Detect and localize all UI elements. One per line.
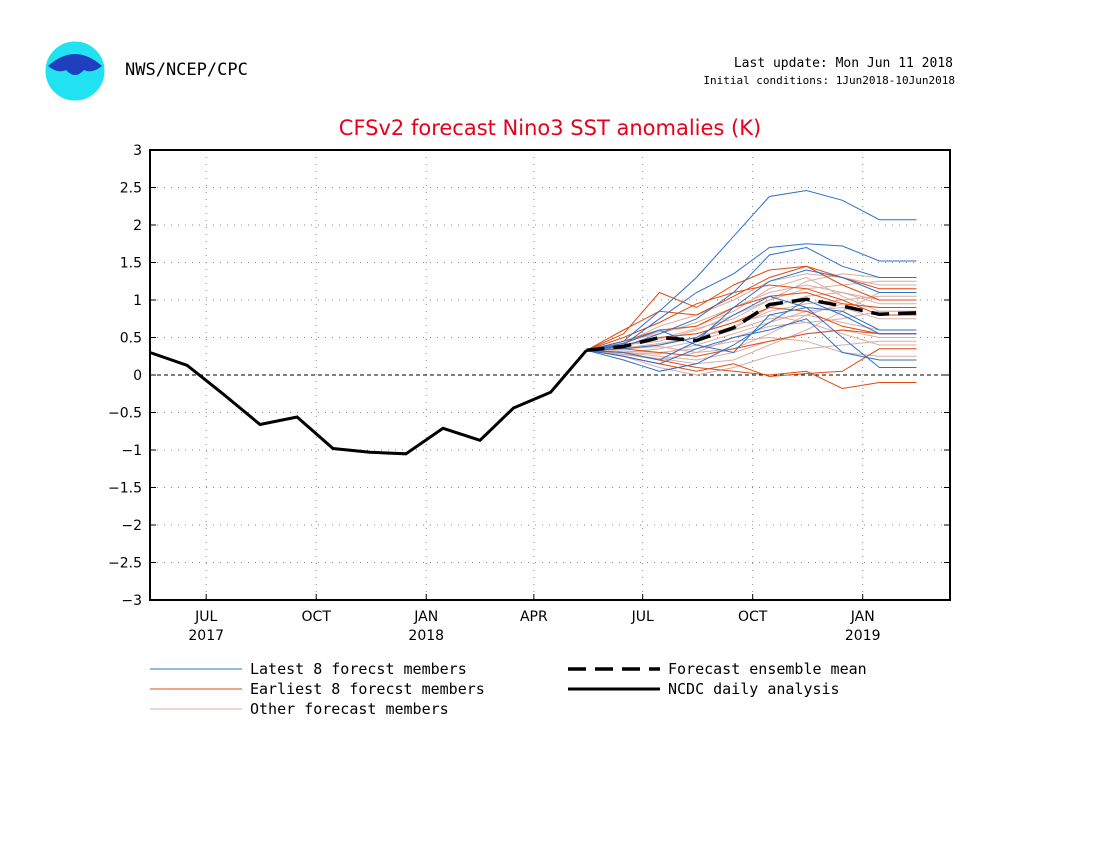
- x-tick-year-6: 2019: [845, 628, 881, 644]
- y-tick-label-5: 0.5: [120, 331, 142, 347]
- latest-member-line-0: [586, 189, 917, 351]
- legend-label-0: Latest 8 forecst members: [250, 660, 467, 678]
- latest-member-line-3: [586, 269, 917, 361]
- legend-label-1: Earliest 8 forecst members: [250, 680, 485, 698]
- earliest-member-line-0: [586, 265, 917, 351]
- x-tick-year-2: 2018: [408, 628, 444, 644]
- x-axis-ticks: JUL 2017 OCT JAN 2018 APR JUL OCT JAN 2019: [188, 594, 881, 644]
- latest-member-line-2: [586, 246, 917, 351]
- y-tick-label-8: −1: [121, 443, 142, 459]
- x-tick-year-0: 2017: [188, 628, 224, 644]
- legend-label-4: NCDC daily analysis: [668, 680, 840, 698]
- earliest-member-line-3: [586, 291, 917, 351]
- legend-label-2: Other forecast members: [250, 700, 449, 718]
- latest-member-line-1: [586, 243, 917, 351]
- y-tick-label-2: 2: [133, 218, 142, 234]
- legend: Latest 8 forecst members Earliest 8 forec…: [150, 660, 867, 718]
- last-update-text: Last update: Mon Jun 11 2018: [733, 56, 953, 71]
- ncdc-analysis-line: [149, 349, 588, 456]
- latest-member-line-7: [586, 299, 917, 372]
- chart-title: CFSv2 forecast Nino3 SST anomalies (K): [339, 116, 761, 140]
- y-tick-label-3: 1.5: [120, 256, 142, 272]
- legend-label-3: Forecast ensemble mean: [668, 660, 867, 678]
- y-tick-label-10: −2: [121, 518, 142, 534]
- x-tick-month-2: JAN: [413, 609, 438, 625]
- other-member-line-8: [586, 273, 917, 351]
- x-tick-month-4: JUL: [631, 609, 654, 625]
- agency-label: NWS/NCEP/CPC: [125, 60, 248, 80]
- other-member-line-13: [586, 306, 917, 355]
- x-tick-month-1: OCT: [302, 609, 332, 625]
- y-tick-label-7: −0.5: [108, 406, 142, 422]
- y-axis-ticks: 3 2.5 2 1.5 1 0.5 0 −0.5 −1 −1.5 −2 −2.5 −3: [108, 143, 950, 609]
- y-tick-label-9: −1.5: [108, 481, 142, 497]
- ensemble-mean-line: [586, 297, 917, 353]
- x-tick-month-3: APR: [520, 609, 548, 625]
- y-tick-label-12: −3: [121, 593, 142, 609]
- y-tick-label-0: 3: [133, 143, 142, 159]
- x-tick-month-0: JUL: [194, 609, 217, 625]
- noaa-logo-icon: [44, 40, 106, 102]
- other-member-line-9: [586, 336, 917, 357]
- initial-conditions-text: Initial conditions: 1Jun2018-10Jun2018: [703, 74, 955, 87]
- other-member-line-0: [586, 329, 917, 361]
- series-lines: [149, 189, 917, 456]
- y-tick-label-1: 2.5: [120, 181, 142, 197]
- earliest-member-line-2: [586, 284, 917, 351]
- other-member-line-4: [586, 340, 917, 376]
- latest-member-line-4: [586, 295, 917, 351]
- y-tick-label-4: 1: [133, 293, 142, 309]
- y-tick-label-6: 0: [133, 368, 142, 384]
- x-tick-month-6: JAN: [850, 609, 875, 625]
- earliest-member-line-1: [586, 265, 917, 351]
- y-tick-label-11: −2.5: [108, 556, 142, 572]
- earliest-member-line-5: [586, 329, 917, 357]
- x-tick-month-5: OCT: [738, 609, 768, 625]
